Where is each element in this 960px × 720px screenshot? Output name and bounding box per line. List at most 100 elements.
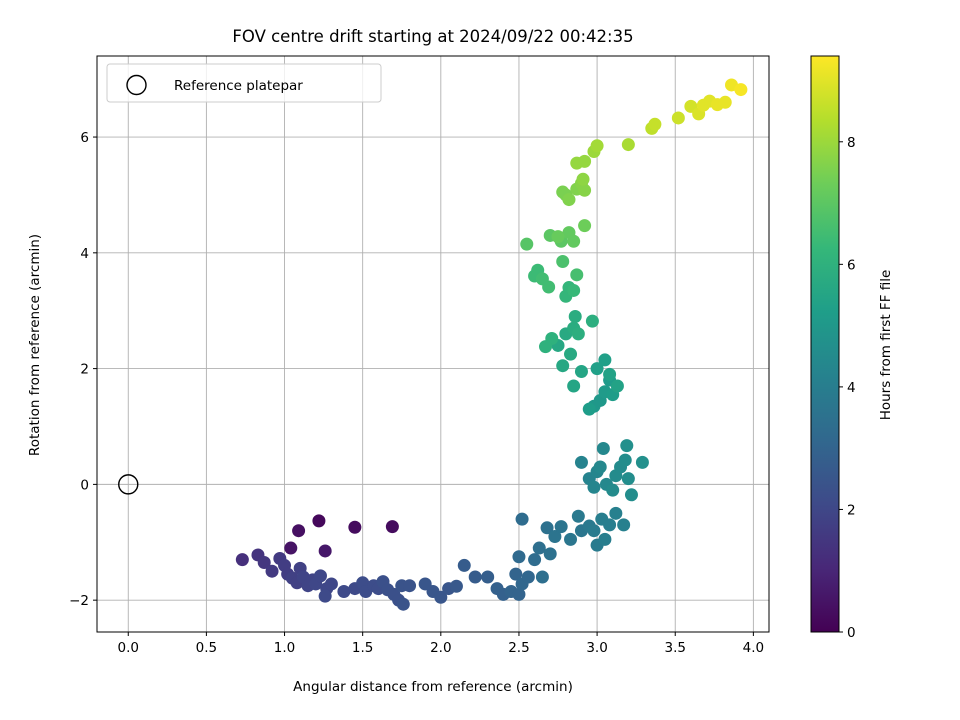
x-tick-label: 3.5	[664, 640, 685, 656]
scatter-point	[590, 362, 604, 376]
scatter-point	[337, 584, 351, 598]
scatter-point	[348, 520, 362, 534]
legend-box	[106, 63, 382, 103]
scatter-point	[590, 139, 604, 153]
scatter-point	[610, 379, 624, 393]
x-tick-label: 1.5	[352, 640, 373, 656]
scatter-point	[571, 509, 585, 523]
colorbar-tick-label: 6	[847, 257, 856, 273]
scatter-point	[671, 111, 685, 125]
scatter-point	[568, 310, 582, 324]
x-tick-label: 4.0	[743, 640, 764, 656]
scatter-point	[396, 597, 410, 611]
scatter-point	[603, 367, 617, 381]
legend: Reference platepar	[106, 63, 382, 103]
scatter-point	[457, 558, 471, 572]
scatter-point	[318, 589, 332, 603]
reference-platepar-marker	[118, 474, 139, 495]
scatter-point	[582, 402, 596, 416]
reference-marker-layer	[118, 474, 139, 495]
scatter-point	[596, 441, 610, 455]
scatter-point	[403, 579, 417, 593]
scatter-point	[313, 569, 327, 583]
x-tick-label: 0.5	[196, 640, 217, 656]
colorbar-label: Hours from first FF file	[878, 270, 894, 421]
scatter-point	[520, 237, 534, 251]
scatter-point	[578, 154, 592, 168]
colorbar-tick-label: 0	[847, 625, 856, 641]
scatter-point	[512, 587, 526, 601]
y-axis-ticks: −2 0 2 4 6	[69, 130, 97, 609]
y-tick-label: 6	[80, 130, 89, 146]
scatter-point	[567, 379, 581, 393]
plot-frame	[96, 55, 770, 633]
scatter-point	[587, 524, 601, 538]
scatter-point	[521, 570, 535, 584]
scatter-point	[567, 234, 581, 248]
y-tick-label: −2	[69, 593, 89, 609]
scatter-point	[609, 506, 623, 520]
scatter-point	[312, 514, 326, 528]
x-tick-label: 0.0	[118, 640, 139, 656]
scatter-point	[593, 460, 607, 474]
scatter-point	[598, 532, 612, 546]
chart-title: FOV centre drift starting at 2024/09/22 …	[232, 27, 633, 46]
scatter-point	[257, 556, 271, 570]
scatter-point	[324, 577, 338, 591]
scatter-point	[564, 532, 578, 546]
scatter-point	[718, 95, 732, 109]
x-tick-label: 3.0	[586, 640, 607, 656]
scatter-point	[621, 138, 635, 152]
scatter-point	[318, 544, 332, 558]
x-axis-label: Angular distance from reference (arcmin)	[293, 679, 573, 695]
scatter-point	[603, 518, 617, 532]
colorbar-tick-label: 2	[847, 502, 856, 518]
grid-lines	[97, 56, 769, 632]
scatter-point	[512, 550, 526, 564]
scatter-point	[556, 359, 570, 373]
legend-marker-reference	[126, 74, 147, 96]
y-tick-label: 2	[80, 362, 89, 378]
scatter-point	[574, 455, 588, 469]
scatter-point	[532, 541, 546, 555]
y-tick-label: 4	[80, 246, 89, 262]
colorbar-ticks: 0 2 4 6 8	[839, 135, 856, 641]
y-tick-label: 0	[80, 477, 89, 493]
scatter-point	[564, 347, 578, 361]
scatter-point	[567, 283, 581, 297]
scatter-point	[562, 193, 576, 207]
scatter-point	[734, 83, 748, 97]
scatter-point	[617, 518, 631, 532]
scatter-point	[542, 280, 556, 294]
scatter-point	[449, 579, 463, 593]
scatter-point	[578, 219, 592, 233]
colorbar	[810, 55, 840, 633]
scatter-point	[528, 553, 542, 567]
x-tick-label: 1.0	[274, 640, 295, 656]
scatter-point	[543, 547, 557, 561]
scatter-point	[620, 439, 634, 453]
scatter-point	[468, 570, 482, 584]
scatter-point	[570, 268, 584, 282]
scatter-point	[606, 483, 620, 497]
scatter-point	[621, 472, 635, 486]
scatter-point	[284, 541, 298, 555]
colorbar-tick-label: 4	[847, 380, 856, 396]
scatter-point	[554, 520, 568, 534]
x-axis-ticks: 0.0 0.5 1.0 1.5 2.0 2.5 3.0 3.5 4.0	[118, 632, 764, 656]
scatter-point	[515, 512, 529, 526]
scatter-point	[509, 567, 523, 581]
scatter-point	[539, 340, 553, 354]
scatter-point	[292, 524, 306, 538]
scatter-point	[235, 553, 249, 567]
scatter-point	[265, 564, 279, 578]
x-tick-label: 2.5	[508, 640, 529, 656]
scatter-point	[571, 327, 585, 341]
scatter-point	[434, 590, 448, 604]
legend-label-reference: Reference platepar	[174, 78, 303, 94]
scatter-point	[481, 570, 495, 584]
scatter-point	[598, 353, 612, 367]
scatter-point	[635, 455, 649, 469]
scatter-point	[556, 255, 570, 269]
